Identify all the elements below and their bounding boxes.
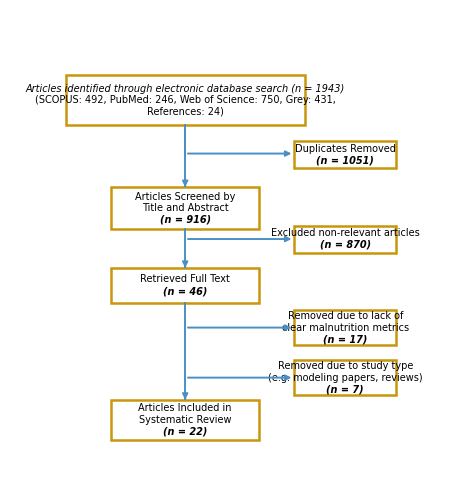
Text: Duplicates Removed: Duplicates Removed (295, 144, 396, 154)
FancyBboxPatch shape (111, 400, 259, 440)
Text: Excluded non-relevant articles: Excluded non-relevant articles (271, 228, 419, 238)
Text: Title and Abstract: Title and Abstract (142, 203, 228, 213)
Text: (n = 870): (n = 870) (320, 240, 371, 250)
FancyBboxPatch shape (294, 226, 396, 252)
Text: Retrieved Full Text: Retrieved Full Text (140, 274, 230, 284)
Text: Articles Screened by: Articles Screened by (135, 192, 235, 202)
Text: Systematic Review: Systematic Review (139, 415, 232, 425)
Text: (n = 1051): (n = 1051) (316, 155, 374, 165)
Text: Removed due to lack of: Removed due to lack of (287, 311, 403, 321)
Text: (n = 17): (n = 17) (323, 334, 367, 344)
Text: (n = 916): (n = 916) (160, 215, 211, 225)
Text: Articles identified through electronic database search (n = 1943): Articles identified through electronic d… (25, 84, 345, 94)
Text: (n = 46): (n = 46) (163, 286, 207, 296)
Text: Removed due to study type: Removed due to study type (277, 361, 413, 371)
FancyBboxPatch shape (294, 310, 396, 345)
FancyBboxPatch shape (65, 76, 305, 126)
FancyBboxPatch shape (111, 187, 259, 230)
FancyBboxPatch shape (294, 360, 396, 395)
Text: clear malnutrition metrics: clear malnutrition metrics (281, 322, 409, 332)
FancyBboxPatch shape (111, 268, 259, 302)
Text: Articles Included in: Articles Included in (138, 404, 232, 413)
Text: (SCOPUS: 492, PubMed: 246, Web of Science: 750, Grey: 431,: (SCOPUS: 492, PubMed: 246, Web of Scienc… (35, 96, 336, 106)
Text: (n = 7): (n = 7) (326, 384, 364, 394)
Text: (e.g. modeling papers, reviews): (e.g. modeling papers, reviews) (268, 372, 423, 382)
Text: (n = 22): (n = 22) (163, 426, 207, 436)
Text: References: 24): References: 24) (147, 107, 224, 117)
FancyBboxPatch shape (294, 141, 396, 168)
